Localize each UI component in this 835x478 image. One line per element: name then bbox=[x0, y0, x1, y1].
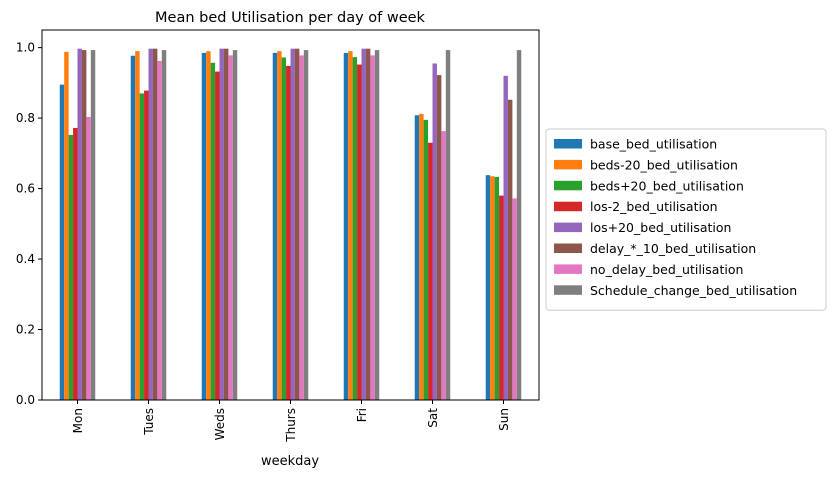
bar-sun-series-0 bbox=[485, 175, 491, 400]
bar-mon-series-7 bbox=[90, 50, 96, 400]
y-axis: 0.0 0.2 0.4 0.6 0.8 1.0 bbox=[16, 41, 42, 407]
legend-swatch bbox=[554, 201, 582, 212]
bar-sun-series-3 bbox=[499, 195, 504, 400]
x-tick-label: Mon bbox=[71, 408, 85, 433]
legend-swatch bbox=[554, 139, 582, 149]
bar-tues-series-6 bbox=[157, 61, 162, 401]
bar-sat-series-2 bbox=[423, 119, 429, 400]
bar-fri-series-1 bbox=[348, 51, 353, 401]
bar-fri-series-4 bbox=[361, 48, 366, 401]
bar-weds-series-6 bbox=[228, 55, 233, 400]
bar-sat-series-3 bbox=[428, 142, 433, 400]
x-axis-title: weekday bbox=[261, 454, 319, 469]
bar-fri-series-3 bbox=[357, 64, 362, 401]
legend-label: no_delay_bed_utilisation bbox=[590, 262, 743, 277]
bar-tues-series-2 bbox=[139, 93, 145, 400]
bar-tues-series-0 bbox=[130, 55, 136, 400]
bar-fri-series-2 bbox=[352, 57, 358, 401]
bar-weds-series-1 bbox=[206, 51, 211, 401]
bar-sat-series-0 bbox=[414, 115, 420, 401]
bars-group bbox=[59, 48, 522, 401]
legend-swatch bbox=[554, 285, 582, 295]
bar-tues-series-3 bbox=[144, 90, 149, 400]
legend-swatch bbox=[554, 243, 582, 253]
bar-weds-series-4 bbox=[219, 48, 224, 401]
bar-tues-series-1 bbox=[135, 51, 140, 401]
bar-sun-series-1 bbox=[490, 176, 495, 400]
bar-sat-series-1 bbox=[419, 113, 424, 400]
bar-thurs-series-2 bbox=[281, 57, 287, 400]
bar-weds-series-0 bbox=[201, 52, 207, 401]
bar-sat-series-4 bbox=[432, 63, 437, 400]
legend-swatch bbox=[554, 222, 582, 233]
bar-sun-series-2 bbox=[494, 176, 500, 400]
y-tick-label: 0.6 bbox=[16, 182, 35, 196]
bar-thurs-series-5 bbox=[294, 48, 300, 401]
legend-box bbox=[545, 128, 827, 311]
bar-weds-series-7 bbox=[232, 50, 238, 400]
bar-fri-series-7 bbox=[374, 50, 380, 400]
bar-thurs-series-6 bbox=[299, 55, 304, 400]
bar-mon-series-1 bbox=[64, 51, 69, 400]
legend: base_bed_utilisation beds-20_bed_utilisat… bbox=[545, 128, 827, 311]
bar-thurs-series-7 bbox=[303, 50, 309, 400]
x-tick-label: Sat bbox=[426, 408, 440, 428]
bar-fri-series-6 bbox=[370, 55, 375, 400]
y-tick-label: 0.4 bbox=[16, 252, 35, 266]
x-tick-label: Tues bbox=[142, 408, 156, 436]
bar-sat-series-6 bbox=[441, 131, 446, 400]
x-tick-label: Sun bbox=[497, 408, 511, 431]
bar-fri-series-5 bbox=[365, 48, 371, 401]
y-tick-label: 0.0 bbox=[16, 393, 35, 407]
bar-fri-series-0 bbox=[343, 52, 349, 401]
bar-thurs-series-1 bbox=[277, 51, 282, 401]
legend-swatch bbox=[554, 159, 582, 170]
y-tick-label: 0.8 bbox=[16, 111, 35, 125]
legend-label: Schedule_change_bed_utilisation bbox=[590, 283, 797, 298]
bar-thurs-series-0 bbox=[272, 52, 278, 401]
bar-sun-series-4 bbox=[503, 75, 508, 401]
legend-swatch bbox=[554, 264, 582, 274]
legend-swatch bbox=[554, 180, 582, 191]
legend-label: beds+20_bed_utilisation bbox=[590, 178, 744, 193]
x-axis: Mon Tues Weds Thurs Fri Sat Sun bbox=[71, 400, 511, 443]
legend-label: base_bed_utilisation bbox=[590, 137, 717, 152]
bar-tues-series-7 bbox=[161, 50, 167, 400]
y-tick-label: 1.0 bbox=[16, 41, 35, 55]
bar-mon-series-2 bbox=[68, 135, 74, 400]
bar-weds-series-5 bbox=[223, 48, 229, 401]
bar-mon-series-5 bbox=[81, 50, 87, 400]
chart-title: Mean bed Utilisation per day of week bbox=[155, 10, 426, 26]
bar-sun-series-5 bbox=[507, 99, 513, 401]
y-tick-label: 0.2 bbox=[16, 323, 35, 337]
bar-weds-series-2 bbox=[210, 62, 216, 401]
bar-tues-series-5 bbox=[152, 48, 158, 401]
bar-tues-series-4 bbox=[148, 48, 153, 401]
x-tick-label: Thurs bbox=[284, 408, 298, 443]
bar-sun-series-6 bbox=[512, 198, 517, 400]
bar-sat-series-7 bbox=[445, 50, 451, 400]
legend-label: delay_*_10_bed_utilisation bbox=[590, 241, 756, 256]
bar-mon-series-6 bbox=[86, 117, 91, 401]
bar-mon-series-0 bbox=[59, 84, 65, 400]
bar-sat-series-5 bbox=[436, 75, 442, 400]
legend-label: beds-20_bed_utilisation bbox=[590, 157, 738, 172]
bar-thurs-series-3 bbox=[286, 65, 291, 400]
bar-mon-series-4 bbox=[77, 48, 82, 401]
bar-sun-series-7 bbox=[516, 50, 522, 400]
bar-thurs-series-4 bbox=[290, 48, 295, 401]
bar-mon-series-3 bbox=[73, 127, 78, 400]
bar-weds-series-3 bbox=[215, 71, 220, 400]
x-tick-label: Weds bbox=[213, 408, 227, 440]
legend-label: los-2_bed_utilisation bbox=[590, 199, 718, 214]
legend-label: los+20_bed_utilisation bbox=[590, 220, 731, 235]
x-tick-label: Fri bbox=[355, 408, 369, 422]
